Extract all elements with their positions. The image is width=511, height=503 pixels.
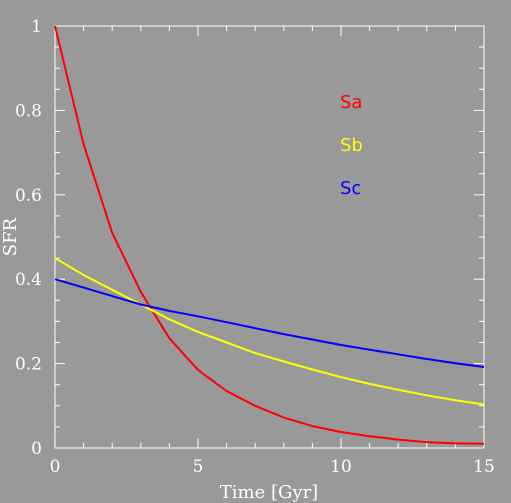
- series-line-sa: [54, 25, 485, 445]
- x-tick-label: 5: [193, 457, 204, 477]
- y-tick-label: 0.2: [15, 355, 42, 375]
- series-lines: [54, 25, 485, 445]
- series-line-sb: [54, 257, 485, 406]
- tick-labels: 0 5 10 15 0 0.2 0.4 0.6 0.8 1: [15, 17, 495, 477]
- x-axis-title: Time [Gyr]: [220, 482, 318, 503]
- y-tick-label: 0: [31, 439, 42, 459]
- legend-entry-sc: Sc: [340, 178, 361, 199]
- y-tick-label: 0.8: [15, 101, 42, 121]
- legend: Sa Sb Sc: [340, 92, 363, 199]
- x-tick-label: 10: [330, 457, 352, 477]
- legend-entry-sb: Sb: [340, 135, 363, 156]
- y-tick-label: 1: [31, 17, 42, 37]
- x-tick-label: 15: [473, 457, 495, 477]
- x-tick-label: 0: [50, 457, 61, 477]
- legend-entry-sa: Sa: [340, 92, 362, 113]
- y-axis-title: SFR: [0, 217, 21, 256]
- axis-ticks: [54, 25, 485, 449]
- y-tick-label: 0.6: [15, 186, 42, 206]
- y-tick-label: 0.4: [15, 270, 42, 290]
- series-line-sc: [54, 278, 485, 368]
